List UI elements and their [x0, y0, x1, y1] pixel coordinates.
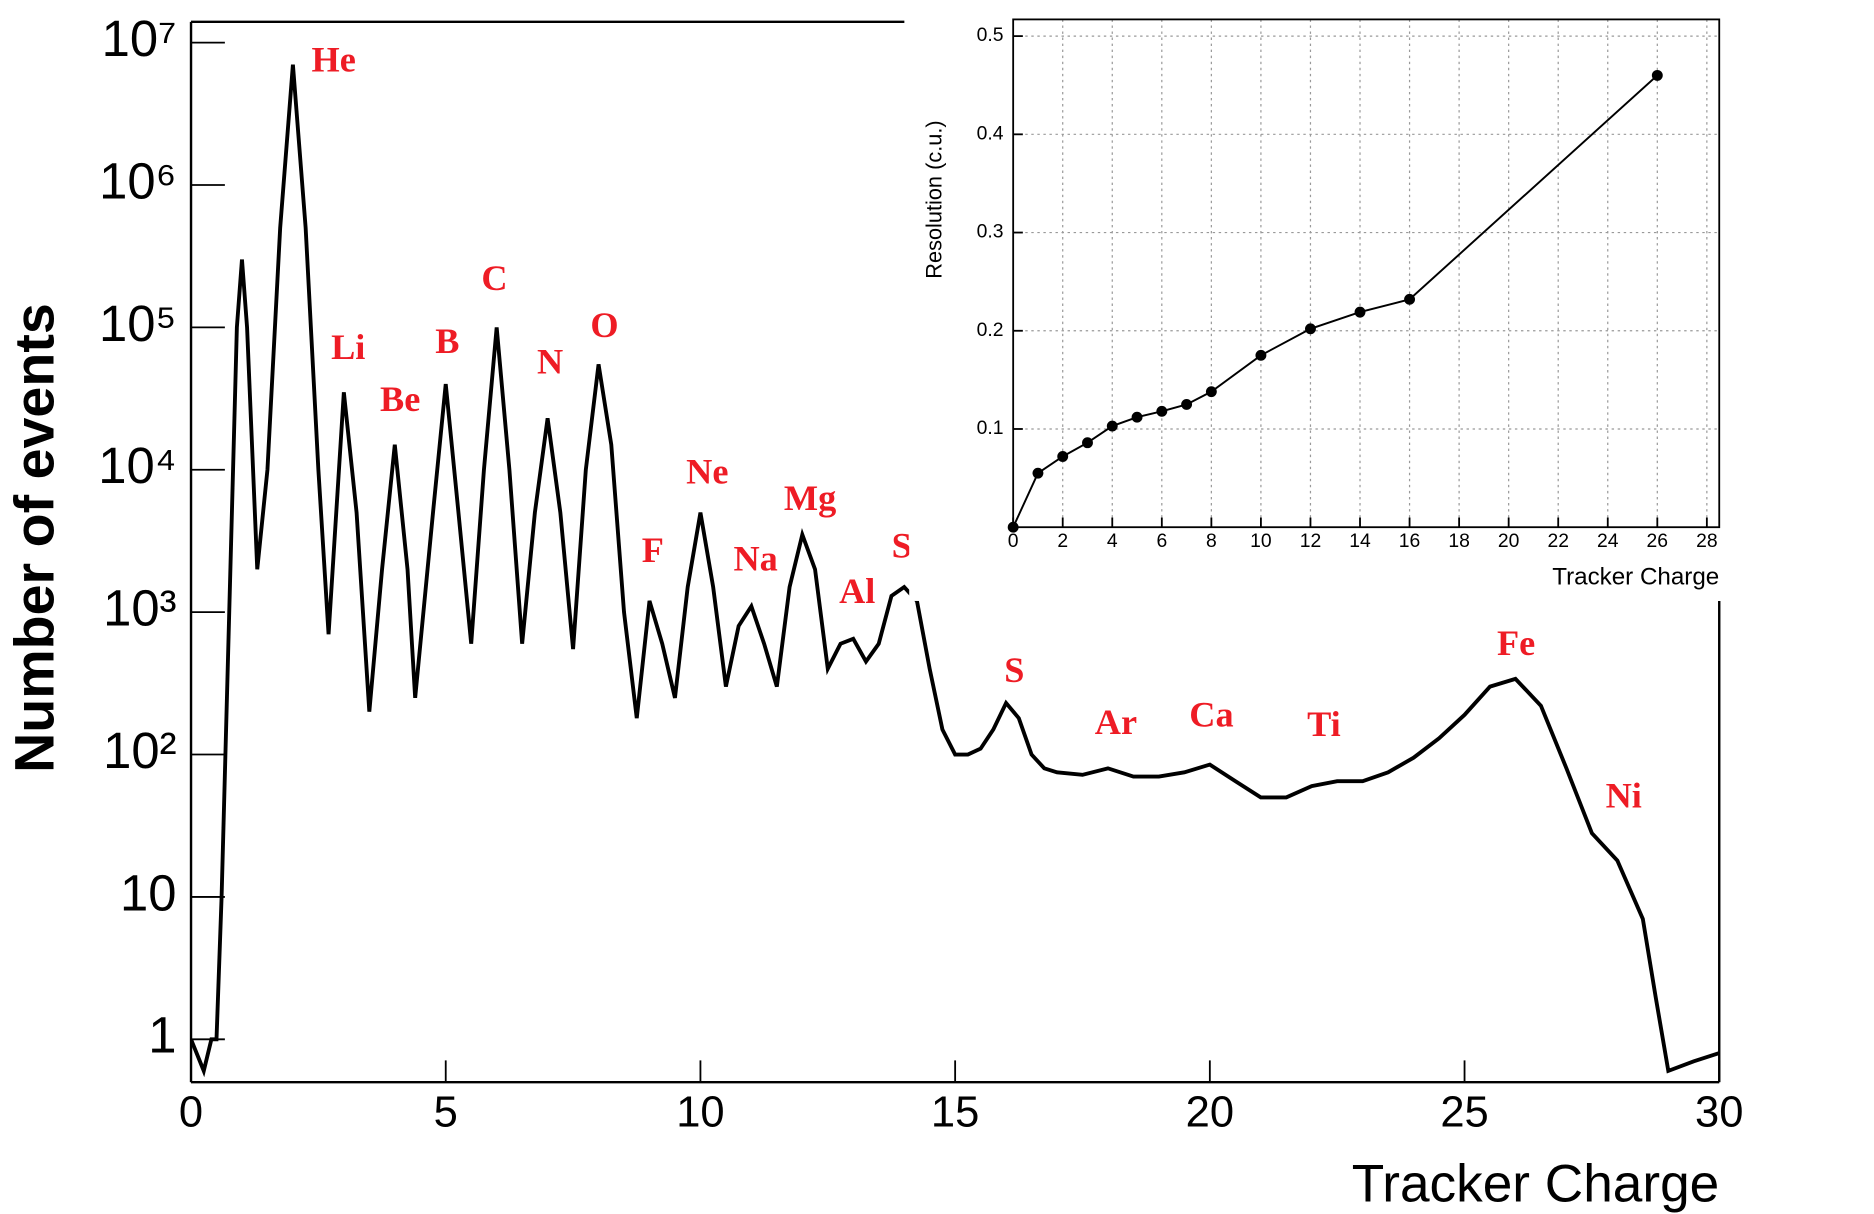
data-point [1106, 420, 1118, 432]
x-tick-label: 26 [1647, 530, 1669, 552]
x-tick-label: 0 [1008, 530, 1019, 552]
element-label: C [481, 258, 507, 298]
y-tick-label: 10⁴ [98, 437, 176, 494]
element-label: Al [839, 571, 875, 611]
y-tick-label: 0.3 [977, 221, 1004, 243]
y-tick-label: 10 [120, 864, 176, 921]
x-tick-label: 15 [931, 1088, 979, 1136]
x-tick-label: 20 [1498, 530, 1520, 552]
x-axis-title: Tracker Charge [1552, 563, 1719, 590]
element-label: Li [331, 327, 365, 367]
y-tick-label: 10⁷ [102, 10, 177, 67]
data-point [1156, 405, 1168, 417]
element-label: Ca [1189, 695, 1233, 735]
y-axis-title: Number of events [3, 303, 65, 773]
data-point [1082, 437, 1093, 449]
y-tick-label: 10⁶ [99, 152, 176, 209]
data-line [191, 64, 1720, 1078]
data-point [1404, 293, 1416, 305]
y-tick-label: 10² [103, 722, 176, 779]
x-tick-label: 14 [1349, 530, 1371, 552]
y-tick-label: 0.5 [977, 24, 1004, 46]
data-point [1255, 349, 1267, 361]
data-point [1032, 467, 1044, 479]
element-label: B [435, 321, 459, 361]
x-tick-label: 10 [676, 1088, 724, 1136]
data-point [1354, 306, 1366, 318]
data-point [1651, 69, 1663, 81]
x-tick-label: 20 [1186, 1088, 1234, 1136]
element-label: S [1004, 650, 1024, 690]
x-tick-label: 8 [1206, 530, 1217, 552]
data-point [1305, 323, 1316, 335]
data-point [1057, 451, 1069, 462]
element-label: F [642, 530, 664, 570]
x-axis-title: Tracker Charge [1352, 1154, 1720, 1213]
y-tick-label: 10³ [103, 580, 176, 637]
x-tick-label: 5 [434, 1088, 458, 1136]
data-point [1205, 386, 1217, 398]
element-label: N [537, 342, 563, 382]
element-label: He [312, 39, 356, 79]
y-tick-label: 10⁵ [99, 295, 177, 352]
element-label: Na [733, 539, 777, 579]
element-label: Mg [784, 478, 836, 518]
element-label: Ni [1606, 776, 1642, 816]
data-point [1131, 411, 1143, 423]
element-label: Ti [1307, 704, 1341, 744]
element-label: O [590, 305, 618, 345]
element-label: Be [380, 379, 420, 419]
data-point [1181, 398, 1193, 410]
y-tick-label: 0.1 [977, 417, 1004, 439]
x-tick-label: 18 [1448, 530, 1470, 552]
element-label: Ar [1095, 702, 1137, 742]
x-tick-label: 6 [1156, 530, 1167, 552]
axis-frame [1012, 18, 1721, 529]
x-tick-label: 28 [1696, 530, 1718, 552]
x-tick-label: 12 [1300, 530, 1322, 552]
plot-0: 0 5 10 15 20 25 3011010²10³10⁴10⁵10⁶10⁷Tracker… [3, 10, 1743, 1213]
y-axis-title: Resolution (c.u.) [922, 120, 947, 278]
y-tick-label: 0.2 [977, 319, 1004, 341]
x-tick-label: 16 [1399, 530, 1421, 552]
x-tick-label: 25 [1440, 1088, 1488, 1136]
y-tick-label: 0.4 [977, 122, 1004, 144]
x-tick-label: 10 [1250, 530, 1272, 552]
x-tick-label: 24 [1597, 530, 1619, 552]
inset-background [909, 0, 1744, 601]
x-tick-label: 2 [1057, 530, 1068, 552]
element-label: Fe [1497, 623, 1535, 663]
y-tick-label: 1 [148, 1007, 176, 1064]
element-label: Ne [686, 452, 728, 492]
x-tick-label: 4 [1107, 530, 1118, 552]
x-tick-label: 22 [1547, 530, 1569, 552]
x-tick-label: 0 [179, 1088, 203, 1136]
x-tick-label: 30 [1695, 1088, 1743, 1136]
plot-1: 0 2 4 6 8 10 12 14 16 18 20 22 24 26 280.10.20.30.40.5… [909, 0, 1744, 601]
